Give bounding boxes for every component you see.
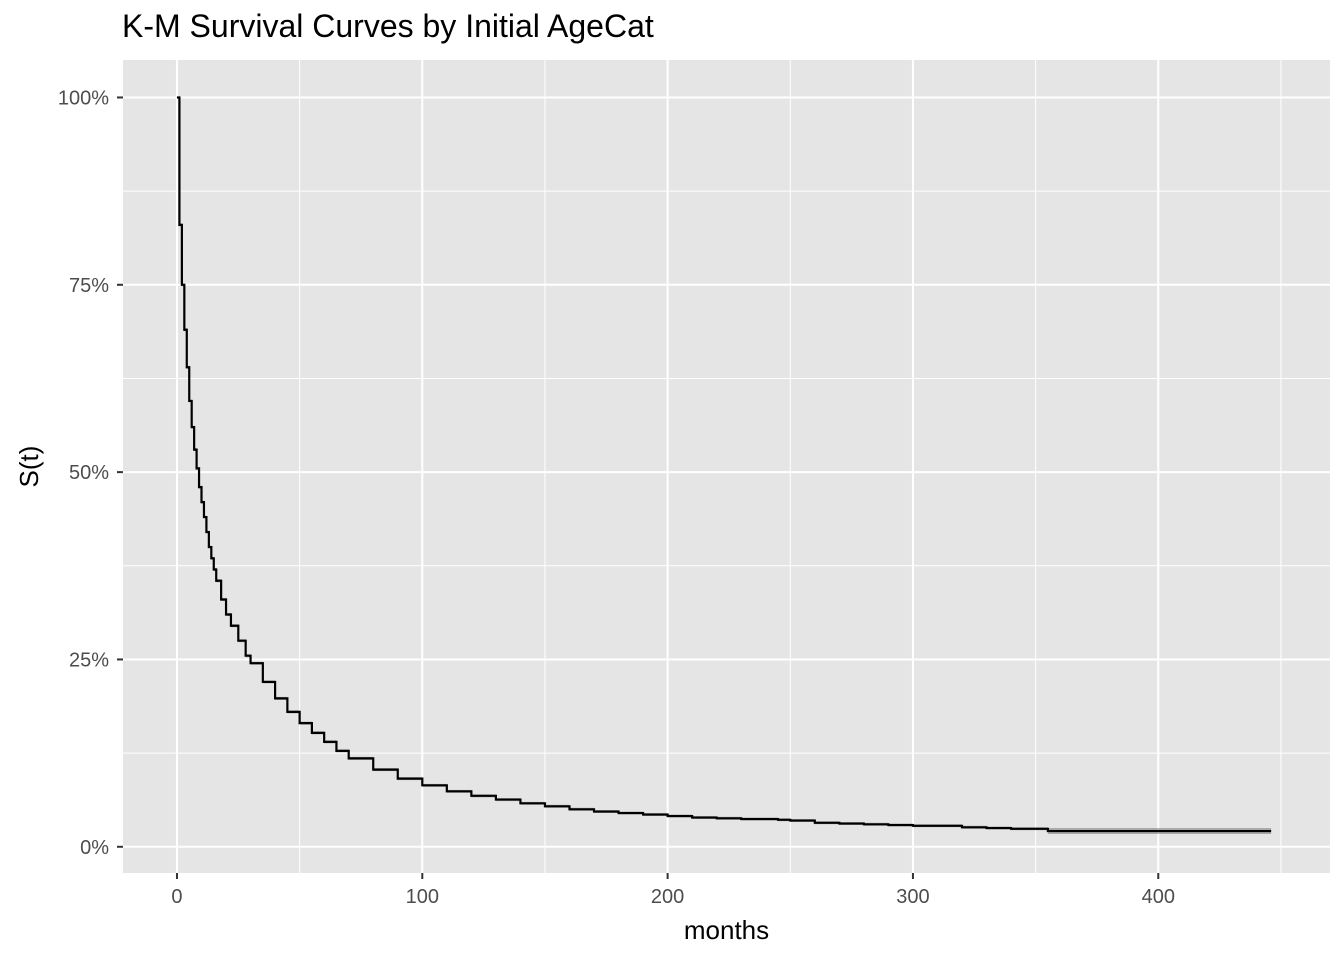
x-tick-label: 400 — [1142, 886, 1175, 908]
y-tick-label: 25% — [69, 649, 109, 671]
x-tick-label: 200 — [651, 886, 684, 908]
y-tick-label: 100% — [58, 87, 109, 109]
y-tick-label: 75% — [69, 275, 109, 297]
plot-panel — [123, 60, 1330, 873]
x-tick-label: 100 — [406, 886, 439, 908]
major-gridlines — [123, 60, 1330, 873]
x-axis-title: months — [684, 915, 769, 945]
y-tick-label: 0% — [80, 837, 109, 859]
y-axis-title: S(t) — [14, 446, 44, 488]
x-tick-label: 0 — [171, 886, 182, 908]
chart-title: K-M Survival Curves by Initial AgeCat — [122, 8, 654, 44]
axis-tick-labels: 0 100 200 300 400 0% 25% 50% 75% 100% — [58, 87, 1175, 908]
axis-ticks — [117, 96, 1160, 879]
y-tick-label: 50% — [69, 462, 109, 484]
minor-gridlines — [123, 60, 1330, 873]
survival-curve — [176, 96, 1272, 833]
x-tick-label: 300 — [896, 886, 929, 908]
survival-curve-layer — [176, 96, 1272, 833]
